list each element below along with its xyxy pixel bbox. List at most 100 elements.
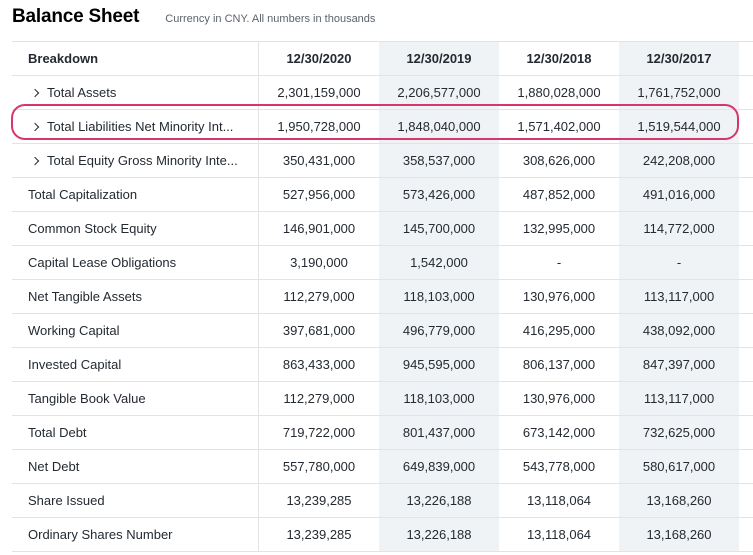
value-cell: 3,190,000 — [290, 255, 348, 270]
currency-note: Currency in CNY. All numbers in thousand… — [165, 13, 376, 25]
row-label-cell: Share Issued — [12, 484, 259, 517]
column-header[interactable]: 12/30/2018 — [526, 51, 592, 66]
table-row: Invested Capital 863,433,000 945,595,000 80… — [12, 348, 753, 382]
row-label-cell: Common Stock Equity — [12, 212, 259, 245]
chevron-right-icon[interactable] — [30, 122, 40, 132]
value-cell: 358,537,000 — [402, 153, 476, 168]
value-cell: 438,092,000 — [642, 323, 716, 338]
value-cell: 649,839,000 — [402, 459, 476, 474]
value-cell: 1,848,040,000 — [397, 119, 481, 134]
column-header[interactable]: 12/30/2017 — [646, 51, 712, 66]
value-cell: 113,117,000 — [643, 391, 715, 406]
table-row: Net Debt 557,780,000 649,839,000 543,778,00… — [12, 450, 753, 484]
row-label: Capital Lease Obligations — [28, 254, 177, 270]
value-cell: 543,778,000 — [522, 459, 596, 474]
value-cell: 1,519,544,000 — [637, 119, 721, 134]
breakdown-header: Breakdown — [12, 42, 259, 75]
value-cell: 487,852,000 — [522, 187, 596, 202]
value-cell: 118,103,000 — [403, 289, 475, 304]
row-label-cell: Working Capital — [12, 314, 259, 347]
value-cell: 732,625,000 — [642, 425, 716, 440]
row-label: Tangible Book Value — [28, 390, 146, 406]
row-label: Net Tangible Assets — [28, 288, 142, 304]
value-cell: 1,950,728,000 — [277, 119, 361, 134]
value-cell: 130,976,000 — [522, 289, 596, 304]
chevron-right-icon[interactable] — [30, 156, 40, 166]
page-header: Balance Sheet Currency in CNY. All numbe… — [12, 6, 375, 32]
value-cell: 13,168,260 — [646, 527, 712, 542]
value-cell: 13,226,188 — [406, 527, 472, 542]
row-label-cell: Capital Lease Obligations — [12, 246, 259, 279]
row-label-cell: Invested Capital — [12, 348, 259, 381]
table-row: Common Stock Equity 146,901,000 145,700,00… — [12, 212, 753, 246]
value-cell: 113,117,000 — [643, 289, 715, 304]
balance-sheet-table: Breakdown 12/30/2020 12/30/2019 12/30/20… — [12, 41, 753, 552]
value-cell: 13,168,260 — [646, 493, 712, 508]
table-row: Share Issued 13,239,285 13,226,188 13,118,0… — [12, 484, 753, 518]
value-cell: 13,118,064 — [526, 527, 592, 542]
value-cell: 308,626,000 — [522, 153, 596, 168]
value-cell: 863,433,000 — [282, 357, 356, 372]
table-row: Tangible Book Value 112,279,000 118,103,00… — [12, 382, 753, 416]
value-cell: 112,279,000 — [283, 391, 355, 406]
value-cell: 416,295,000 — [522, 323, 596, 338]
value-cell: - — [556, 255, 562, 270]
row-label: Total Debt — [28, 424, 87, 440]
row-label: Total Liabilities Net Minority Int... — [47, 118, 234, 134]
table-row[interactable]: Total Equity Gross Minority Inte... 350,4… — [12, 144, 753, 178]
table-header-row: Breakdown 12/30/2020 12/30/2019 12/30/20… — [12, 42, 753, 76]
value-cell: 491,016,000 — [642, 187, 716, 202]
column-header[interactable]: 12/30/2019 — [406, 51, 472, 66]
value-cell: 945,595,000 — [402, 357, 476, 372]
table-row: Net Tangible Assets 112,279,000 118,103,00… — [12, 280, 753, 314]
shaded-column-2017 — [619, 42, 739, 552]
row-label: Invested Capital — [28, 356, 122, 372]
value-cell: 132,995,000 — [522, 221, 596, 236]
value-cell: 130,976,000 — [522, 391, 596, 406]
value-cell: 350,431,000 — [282, 153, 356, 168]
table-row: Working Capital 397,681,000 496,779,000 416… — [12, 314, 753, 348]
row-label-cell[interactable]: Total Assets — [12, 76, 259, 109]
value-cell: 397,681,000 — [282, 323, 356, 338]
row-label: Common Stock Equity — [28, 220, 157, 236]
value-cell: 801,437,000 — [402, 425, 476, 440]
table-row[interactable]: Total Assets 2,301,159,000 2,206,577,000 1,… — [12, 76, 753, 110]
value-cell: 1,761,752,000 — [637, 85, 721, 100]
shaded-column-2019 — [379, 42, 499, 552]
value-cell: 2,206,577,000 — [397, 85, 481, 100]
table-row: Ordinary Shares Number 13,239,285 13,226,1… — [12, 518, 753, 552]
row-label-cell: Total Capitalization — [12, 178, 259, 211]
row-label: Working Capital — [28, 322, 120, 338]
row-label-cell[interactable]: Total Equity Gross Minority Inte... — [12, 144, 259, 177]
value-cell: 673,142,000 — [522, 425, 596, 440]
row-label: Total Assets — [47, 84, 117, 100]
value-cell: 496,779,000 — [402, 323, 476, 338]
value-cell: 114,772,000 — [643, 221, 715, 236]
value-cell: 580,617,000 — [642, 459, 716, 474]
value-cell: 118,103,000 — [403, 391, 475, 406]
value-cell: 719,722,000 — [282, 425, 356, 440]
value-cell: 527,956,000 — [282, 187, 356, 202]
row-label: Total Capitalization — [28, 186, 138, 202]
value-cell: 847,397,000 — [642, 357, 716, 372]
row-label: Net Debt — [28, 458, 80, 474]
value-cell: - — [676, 255, 682, 270]
value-cell: 1,571,402,000 — [517, 119, 601, 134]
table-row: Total Capitalization 527,956,000 573,426,0… — [12, 178, 753, 212]
table-row: Total Debt 719,722,000 801,437,000 673,142,… — [12, 416, 753, 450]
row-label-cell: Tangible Book Value — [12, 382, 259, 415]
chevron-right-icon[interactable] — [30, 88, 40, 98]
table-row: Capital Lease Obligations 3,190,000 1,542,… — [12, 246, 753, 280]
row-label: Ordinary Shares Number — [28, 526, 173, 542]
value-cell: 242,208,000 — [642, 153, 716, 168]
row-label-cell: Ordinary Shares Number — [12, 518, 259, 551]
page-title: Balance Sheet — [12, 6, 140, 27]
row-label-cell[interactable]: Total Liabilities Net Minority Int... — [12, 110, 259, 143]
table-row[interactable]: Total Liabilities Net Minority Int... 1,9… — [12, 110, 753, 144]
row-label-cell: Net Tangible Assets — [12, 280, 259, 313]
value-cell: 13,118,064 — [526, 493, 592, 508]
column-header[interactable]: 12/30/2020 — [286, 51, 352, 66]
value-cell: 13,226,188 — [406, 493, 472, 508]
value-cell: 145,700,000 — [402, 221, 476, 236]
row-label: Total Equity Gross Minority Inte... — [47, 152, 238, 168]
